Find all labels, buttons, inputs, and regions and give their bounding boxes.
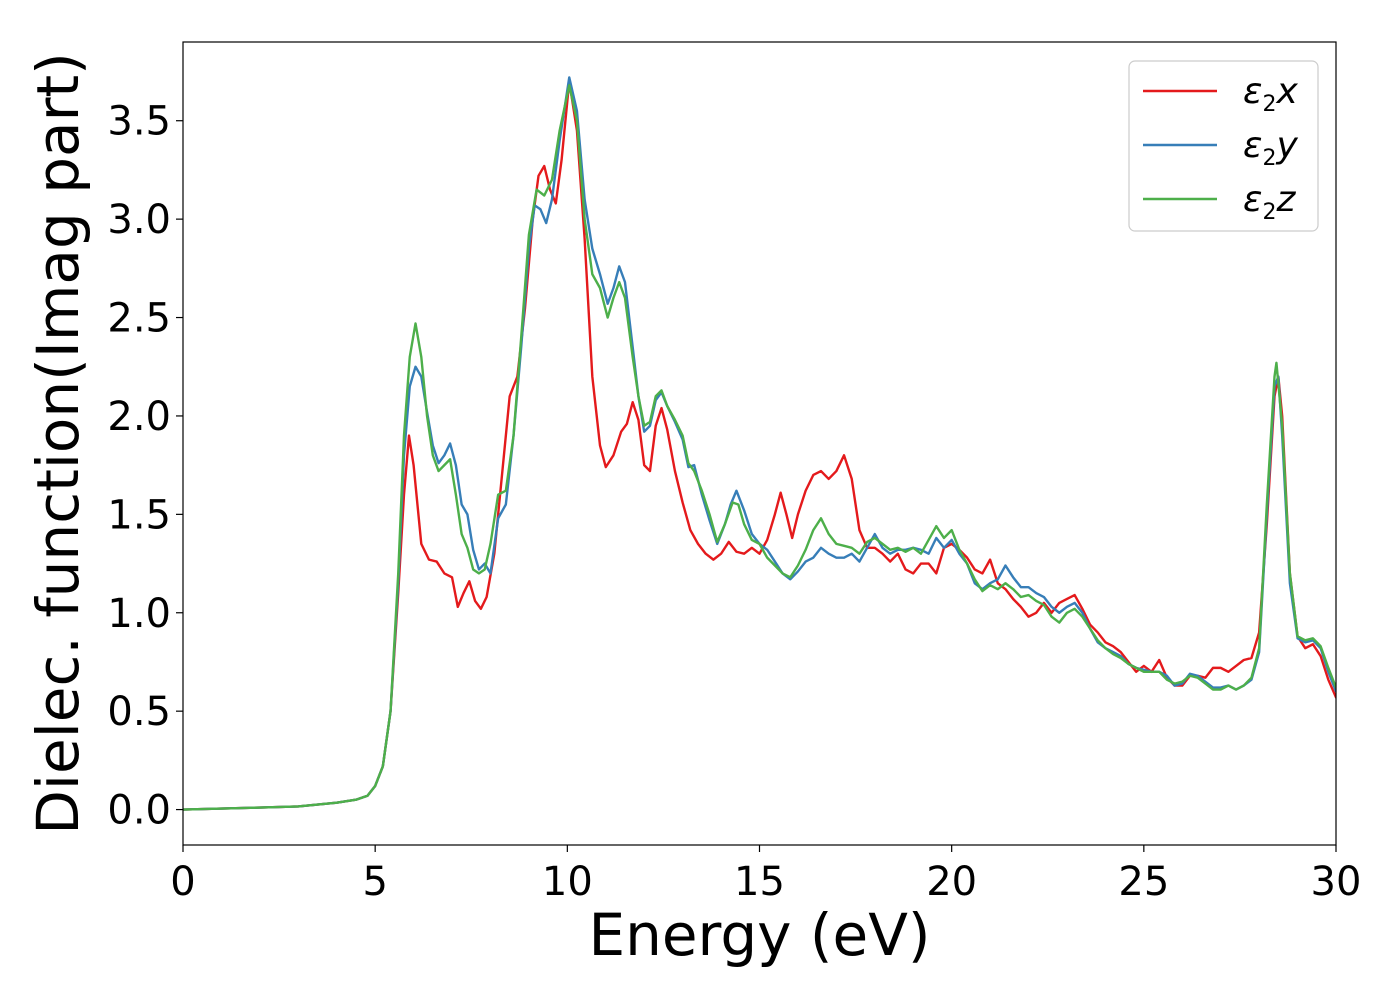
x-tick-label: 20: [926, 859, 977, 905]
x-tick-label: 25: [1118, 859, 1169, 905]
y-tick-label: 0.0: [107, 788, 171, 834]
x-axis-label: Energy (eV): [588, 901, 930, 969]
y-tick-label: 3.5: [107, 99, 171, 145]
x-tick-label: 0: [170, 859, 195, 905]
legend-label-x: ε2x: [1243, 71, 1298, 117]
series-line-y: [183, 76, 1336, 811]
y-tick-label: 0.5: [107, 689, 171, 735]
legend: ε2x ε2y ε2z: [1128, 60, 1319, 232]
y-tick-label: 2.0: [107, 394, 171, 440]
y-tick-label: 1.0: [107, 591, 171, 637]
y-tick-label: 3.0: [107, 197, 171, 243]
y-tick-label: 2.5: [107, 296, 171, 342]
x-tick-label: 5: [362, 859, 387, 905]
y-tick-label: 1.5: [107, 492, 171, 538]
legend-label-y: ε2y: [1243, 125, 1298, 171]
y-axis-label: Dielec. function(Imag part): [24, 52, 92, 835]
x-tick-label: 30: [1311, 859, 1362, 905]
y-axis: 0.0 0.5 1.0 1.5 2.0 2.5 3.0 3.5: [107, 99, 183, 834]
legend-box: [1128, 60, 1319, 232]
x-tick-label: 15: [734, 859, 785, 905]
x-axis: 0 5 10 15 20 25 30: [170, 845, 1361, 905]
series-line-z: [183, 84, 1336, 811]
x-tick-label: 10: [542, 859, 593, 905]
series-layer: [183, 76, 1336, 811]
series-line-x: [183, 80, 1336, 811]
legend-label-z: ε2z: [1243, 179, 1296, 225]
